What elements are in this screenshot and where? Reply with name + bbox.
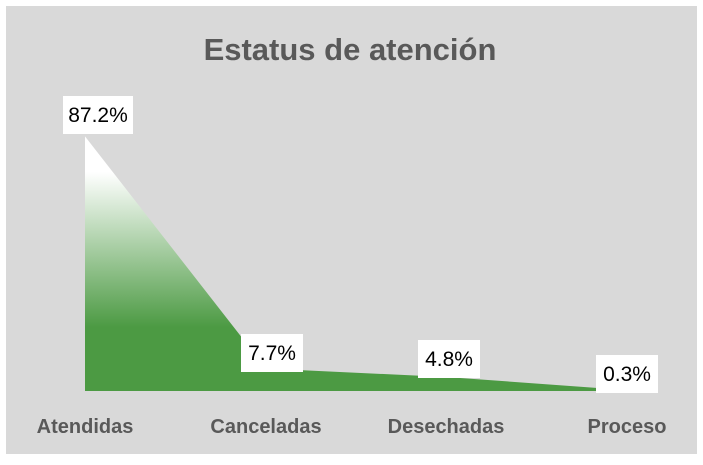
data-label-atendidas: 87.2%	[63, 96, 133, 134]
category-axis: Atendidas Canceladas Desechadas Proceso	[37, 416, 667, 438]
data-label-proceso: 0.3%	[596, 355, 658, 393]
data-label-box	[241, 334, 303, 372]
category-label-desechadas: Desechadas	[388, 416, 505, 438]
data-label-value: 87.2%	[68, 104, 128, 127]
data-label-box	[596, 355, 658, 393]
data-label-value: 7.7%	[248, 342, 296, 365]
data-label-value: 4.8%	[425, 348, 473, 371]
data-label-box	[418, 340, 480, 378]
chart-title: Estatus de atención	[204, 32, 497, 67]
category-label-atendidas: Atendidas	[37, 416, 134, 438]
category-label-canceladas: Canceladas	[210, 416, 321, 438]
data-labels: 87.2% 7.7% 4.8% 0.3%	[63, 96, 658, 393]
data-label-box	[63, 96, 133, 134]
data-label-desechadas: 4.8%	[418, 340, 480, 378]
plot-area	[85, 136, 627, 391]
area-series	[85, 136, 627, 391]
data-label-value: 0.3%	[603, 363, 651, 386]
category-label-proceso: Proceso	[588, 416, 667, 438]
data-label-canceladas: 7.7%	[241, 334, 303, 372]
